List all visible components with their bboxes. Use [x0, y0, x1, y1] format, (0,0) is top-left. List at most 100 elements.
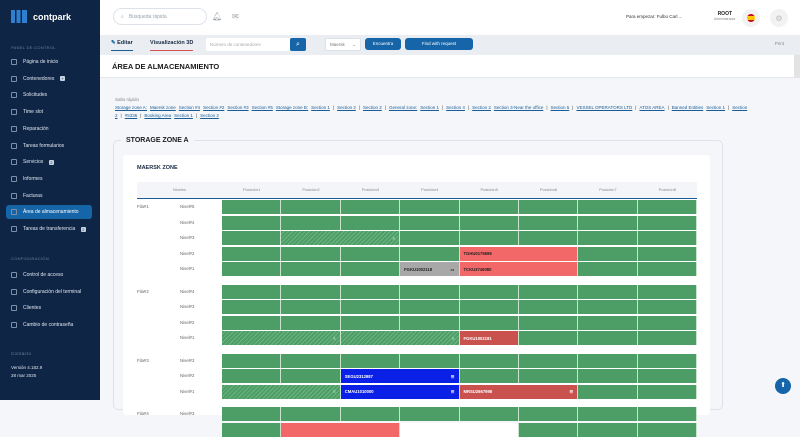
slot-empty[interactable] — [400, 200, 460, 214]
slot-empty[interactable] — [578, 315, 638, 330]
sidebar-item[interactable]: Control de acceso — [6, 268, 92, 282]
slot-empty[interactable] — [637, 246, 697, 261]
slot-empty[interactable] — [222, 353, 282, 368]
slot-empty[interactable] — [637, 262, 697, 276]
slot-empty[interactable] — [340, 215, 401, 230]
container-slot[interactable]: TGHU0175699 — [459, 246, 579, 261]
slot-empty[interactable] — [459, 407, 519, 421]
quick-link[interactable]: Section 2 — [363, 105, 382, 110]
slot-empty[interactable] — [578, 369, 638, 383]
mail-icon[interactable]: ✉ — [232, 12, 239, 21]
slot-empty[interactable] — [637, 422, 697, 437]
quick-link[interactable]: ATOS AREA — [639, 105, 665, 110]
slot-empty[interactable] — [637, 331, 697, 345]
slot-empty[interactable] — [400, 215, 460, 230]
slot-empty[interactable] — [281, 284, 341, 299]
quick-link[interactable]: #5336 — [124, 113, 138, 118]
slot-empty[interactable] — [518, 353, 579, 368]
slot-empty[interactable] — [222, 262, 282, 276]
slot-empty[interactable] — [459, 315, 519, 330]
user-role[interactable]: ROOT Administrador — [714, 11, 736, 21]
slot-empty[interactable] — [222, 422, 282, 437]
slot-empty[interactable] — [281, 300, 341, 314]
quick-link[interactable]: Section 4 — [446, 105, 465, 110]
slot-empty[interactable] — [578, 422, 638, 437]
slot-empty[interactable] — [518, 315, 579, 330]
settings-gear-icon[interactable]: ⚙ — [770, 9, 788, 27]
slot-empty[interactable] — [637, 384, 697, 399]
slot-empty[interactable] — [281, 407, 341, 421]
quick-link[interactable]: Section #2 — [203, 105, 225, 110]
quick-link[interactable]: Section #5 — [251, 105, 273, 110]
container-menu-icon[interactable]: ≡ — [392, 235, 396, 241]
quick-link[interactable]: Section 2 — [200, 113, 219, 118]
sidebar-item[interactable]: Reparación — [6, 122, 92, 136]
slot-empty[interactable] — [637, 200, 697, 214]
quick-link[interactable]: Storage zone B: — [275, 105, 309, 110]
slot-empty[interactable] — [637, 231, 697, 245]
slot-red[interactable] — [281, 422, 401, 437]
quick-link[interactable]: Section 5 — [550, 105, 570, 110]
quick-link[interactable]: Section 2 — [337, 105, 356, 110]
quick-link[interactable]: Maersk zone — [150, 105, 176, 110]
quick-link[interactable]: Storage zone A: — [115, 105, 148, 110]
slot-empty[interactable] — [518, 215, 579, 230]
quick-search-input[interactable]: ⌕ Búsqueda rápida — [113, 8, 207, 25]
slot-empty[interactable] — [637, 407, 697, 421]
container-number-input[interactable]: Número de contenedores — [206, 38, 290, 51]
tab-3d-view[interactable]: Visualización 3D — [150, 40, 194, 51]
quick-link[interactable]: Section #4 — [178, 105, 201, 110]
container-menu-icon[interactable]: ≡ — [452, 335, 455, 341]
bell-icon[interactable]: 🔔︎ — [212, 12, 223, 21]
container-menu-icon[interactable]: ☰ — [569, 389, 574, 394]
sidebar-item[interactable]: Tareas formularios — [6, 139, 92, 153]
slot-empty[interactable] — [459, 353, 519, 368]
slot-empty[interactable] — [459, 200, 519, 214]
slot-empty[interactable] — [459, 369, 519, 383]
company-select[interactable]: Maersk ⌄ — [325, 38, 361, 51]
slot-empty[interactable] — [578, 200, 638, 214]
slot-empty[interactable] — [400, 246, 460, 261]
slot-empty[interactable] — [281, 246, 341, 261]
slot-empty[interactable] — [400, 315, 460, 330]
slot-empty[interactable] — [459, 284, 519, 299]
slot-hatch[interactable]: ≡ — [281, 231, 401, 245]
sidebar-item[interactable]: Clientes — [6, 301, 92, 315]
slot-empty[interactable] — [578, 262, 638, 276]
slot-hatch[interactable]: ≡ — [222, 384, 341, 399]
slot-empty[interactable] — [400, 353, 460, 368]
slot-empty[interactable] — [222, 369, 282, 383]
slot-empty[interactable] — [400, 407, 460, 421]
slot-hatch[interactable]: ≡ — [222, 331, 341, 345]
slot-empty[interactable] — [340, 315, 401, 330]
slot-empty[interactable] — [400, 284, 460, 299]
slot-empty[interactable] — [459, 231, 519, 245]
slot-empty[interactable] — [578, 246, 638, 261]
quick-link[interactable]: Section 1 — [174, 113, 193, 118]
sidebar-item[interactable]: Página de inicio — [6, 55, 92, 69]
quick-link[interactable]: Section 2 — [472, 105, 491, 110]
container-slot[interactable]: MRSU2667998 ☰ — [459, 384, 579, 399]
slot-hatch[interactable]: ≡ — [340, 331, 460, 345]
quick-link[interactable]: Section 3-Near the office — [493, 105, 544, 110]
sidebar-item[interactable]: Facturas — [6, 189, 92, 203]
slot-empty[interactable] — [281, 315, 341, 330]
container-menu-icon[interactable]: ▭ — [450, 266, 455, 272]
sidebar-item[interactable]: Time slot — [6, 105, 92, 119]
slot-empty[interactable] — [340, 262, 401, 276]
sidebar-item[interactable]: Tareas de transferencia 2 — [6, 222, 92, 236]
sidebar-item[interactable]: Contenedores + — [6, 72, 92, 86]
print-button[interactable]: Print — [774, 41, 784, 46]
slot-empty[interactable] — [222, 231, 282, 245]
sidebar-item[interactable]: Solicitudes — [6, 88, 92, 102]
slot-empty[interactable] — [459, 215, 519, 230]
slot-empty[interactable] — [340, 246, 401, 261]
quick-link[interactable]: Section 2 — [115, 105, 748, 118]
sidebar-item[interactable]: Configuración del terminal — [6, 285, 92, 299]
slot-empty[interactable] — [578, 284, 638, 299]
slot-empty[interactable] — [637, 353, 697, 368]
container-menu-icon[interactable]: ≡ — [333, 389, 336, 394]
slot-empty[interactable] — [518, 369, 579, 383]
sidebar-item[interactable]: Área de almacenamiento — [6, 205, 92, 220]
quick-link[interactable]: Booking Area — [144, 113, 172, 118]
